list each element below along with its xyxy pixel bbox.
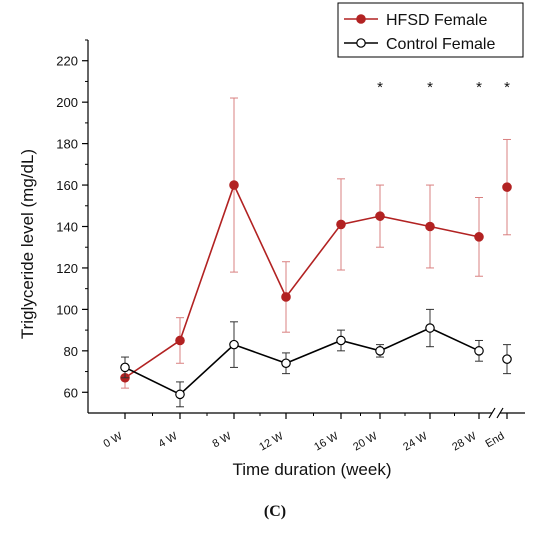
data-point [175, 389, 185, 400]
y-tick-label: 100 [56, 302, 78, 317]
x-axis-title: Time duration (week) [232, 460, 391, 479]
significance-marker: * [476, 79, 482, 96]
data-point [229, 339, 239, 350]
x-tick-label: 8 W [211, 430, 234, 450]
significance-marker: * [377, 79, 383, 96]
legend-box [337, 2, 524, 58]
data-point [502, 354, 512, 364]
x-tick-label: 4 W [157, 430, 180, 450]
legend-label: HFSD Female [386, 12, 487, 29]
data-point [336, 219, 346, 230]
y-tick-label: 60 [64, 385, 78, 400]
x-tick-label: 28 W [450, 430, 479, 454]
data-point [229, 180, 239, 190]
y-tick-label: 160 [56, 178, 78, 193]
data-point [425, 323, 435, 333]
series-0 [120, 97, 512, 389]
x-tick-label: 0 W [102, 430, 125, 450]
data-point [336, 335, 346, 346]
triglyceride-chart: 60 80 100 120 140 160 180 200 220 0 W 4 W 8 W 12 W 16… [18, 2, 525, 479]
y-tick-label: 120 [56, 261, 78, 276]
series-1 [120, 308, 512, 408]
data-point [120, 362, 130, 373]
y-tick-label: 200 [56, 95, 78, 110]
y-tick-label: 80 [64, 344, 78, 359]
legend-item: HFSD Female [344, 12, 487, 29]
data-point [281, 292, 291, 302]
series-line [124, 327, 480, 396]
legend-marker [356, 14, 366, 24]
significance-marker: * [427, 79, 433, 96]
data-point [175, 335, 185, 346]
axis-break-mark [496, 407, 504, 419]
data-point [425, 221, 435, 232]
y-tick-label: 220 [56, 54, 78, 69]
legend-label: Control Female [386, 36, 495, 53]
y-tick-label: 140 [56, 220, 78, 235]
y-axis-title: Triglyceride level (mg/dL) [18, 149, 37, 339]
data-point [375, 346, 385, 356]
data-point [281, 358, 291, 369]
x-tick-label: 24 W [401, 430, 430, 454]
panel-label: (C) [263, 503, 287, 520]
x-tick-label: 12 W [257, 430, 286, 454]
x-tick-label: 16 W [312, 430, 341, 454]
data-point [474, 346, 484, 356]
legend-item: Control Female [344, 36, 495, 53]
x-tick-label: End [484, 430, 507, 450]
significance-marker: * [504, 79, 510, 96]
legend-marker [356, 38, 366, 48]
series-line [124, 182, 480, 379]
data-point [502, 182, 512, 192]
y-tick-label: 180 [56, 137, 78, 152]
axis-break-mark [488, 407, 496, 419]
data-point [474, 232, 484, 242]
data-point [375, 211, 385, 221]
x-tick-label: 20 W [351, 430, 380, 454]
